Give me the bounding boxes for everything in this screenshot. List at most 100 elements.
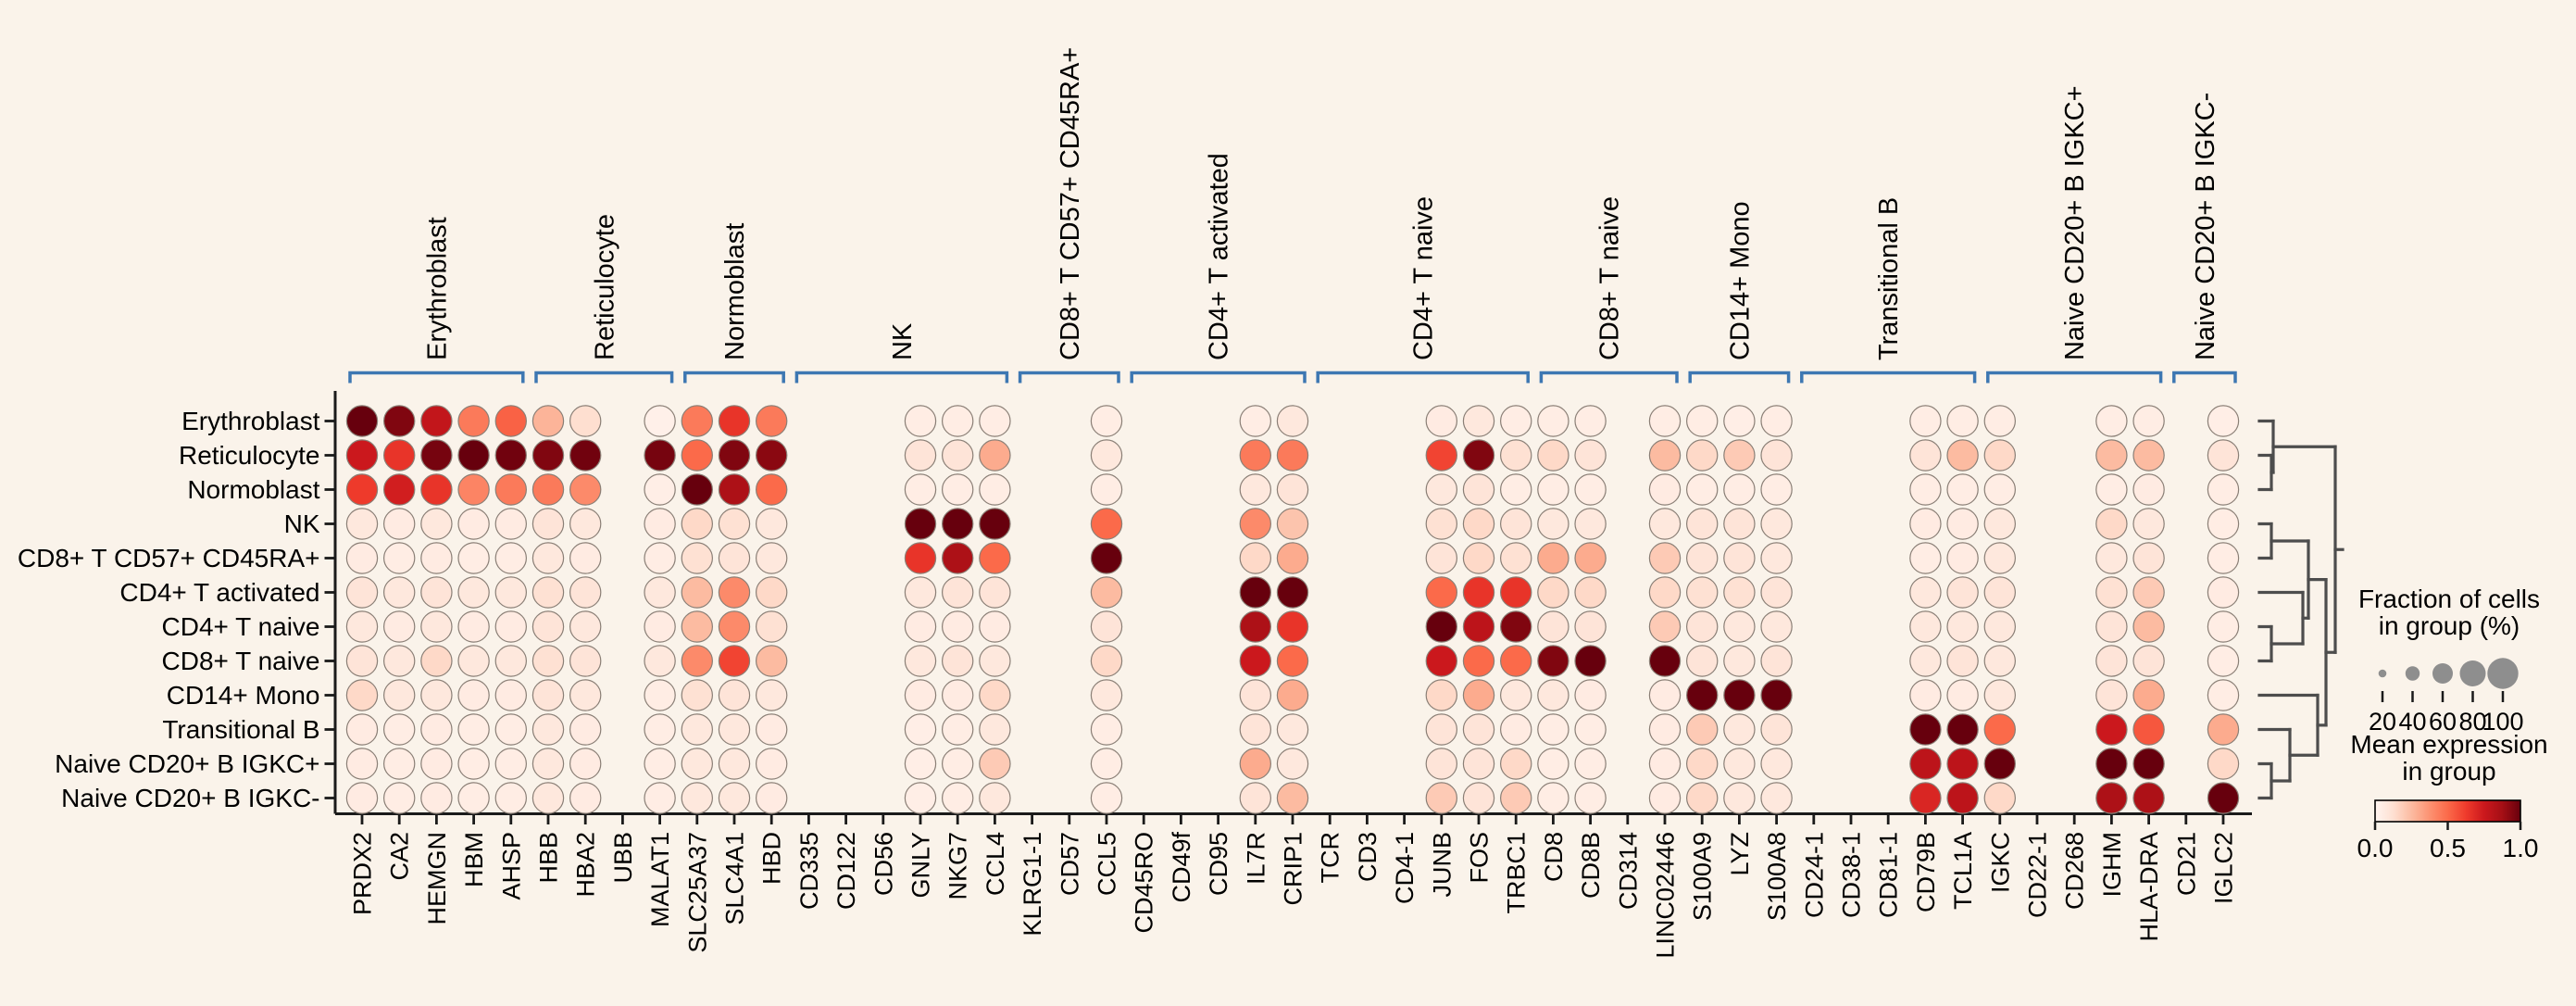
gene-label: NKG7 <box>944 832 972 900</box>
expression-dot <box>904 610 937 643</box>
expression-dot <box>1499 679 1532 711</box>
expression-dot <box>531 508 565 540</box>
expression-dot <box>1499 439 1532 472</box>
expression-dot <box>531 610 565 643</box>
size-legend-tick-label: 20 <box>2369 708 2396 736</box>
row-label: CD4+ T naive <box>162 612 320 641</box>
expression-dot <box>1090 748 1123 780</box>
expression-dot <box>718 713 751 746</box>
gene-label: CD268 <box>2061 832 2089 910</box>
expression-dot <box>1909 576 1942 609</box>
expression-dot <box>718 473 751 506</box>
expression-dot <box>1425 473 1458 506</box>
gene-label: CD56 <box>869 832 897 896</box>
expression-dot <box>1685 508 1719 540</box>
expression-dot <box>1425 542 1458 574</box>
row-label: Transitional B <box>162 715 319 744</box>
gene-label: TRBC1 <box>1503 832 1531 914</box>
expression-dot <box>1537 713 1569 746</box>
expression-dot <box>1723 473 1756 506</box>
group-label: CD8+ T CD57+ CD45RA+ <box>1056 47 1085 360</box>
expression-dot <box>2207 542 2240 574</box>
expression-dot <box>1983 748 2016 780</box>
expression-dot <box>1760 610 1793 643</box>
group-label: Erythroblast <box>422 217 452 360</box>
expression-dot <box>1574 473 1607 506</box>
expression-dot <box>979 542 1011 574</box>
expression-dot <box>383 610 416 643</box>
expression-dot <box>1909 748 1942 780</box>
expression-dot <box>1499 645 1532 677</box>
expression-dot <box>681 713 714 746</box>
expression-dot <box>1685 473 1719 506</box>
expression-dot <box>2132 645 2165 677</box>
expression-dot <box>644 405 676 437</box>
expression-dot <box>1462 576 1495 609</box>
expression-dot <box>1946 645 1979 677</box>
expression-dot <box>420 713 453 746</box>
expression-dot <box>1946 610 1979 643</box>
group-bracket <box>1688 371 1791 384</box>
expression-dot <box>2132 610 2165 643</box>
expression-dot <box>644 576 676 609</box>
expression-dot <box>494 782 528 814</box>
size-legend-dot <box>2459 660 2486 686</box>
size-legend-dot <box>2405 666 2420 681</box>
expression-dot <box>569 508 602 540</box>
gene-label: IGKC <box>1986 832 2014 893</box>
gene-label: CD49f <box>1168 832 1195 903</box>
expression-dot <box>1239 439 1272 472</box>
expression-dot <box>2132 473 2165 506</box>
gene-label: CD79B <box>1912 832 1940 912</box>
expression-dot <box>941 782 974 814</box>
expression-dot <box>457 405 490 437</box>
expression-dot <box>1537 542 1569 574</box>
expression-dot <box>644 679 676 711</box>
expression-dot <box>457 542 490 574</box>
row-label: Naive CD20+ B IGKC- <box>61 784 319 812</box>
expression-dot <box>494 542 528 574</box>
expression-dot <box>531 473 565 506</box>
expression-dot <box>1574 782 1607 814</box>
expression-dot <box>420 439 453 472</box>
expression-dot <box>979 679 1011 711</box>
gene-label: AHSP <box>497 832 525 900</box>
expression-dot <box>383 645 416 677</box>
gene-label: CA2 <box>386 832 414 881</box>
expression-dot <box>457 610 490 643</box>
expression-dot <box>1909 679 1942 711</box>
expression-dot <box>1574 508 1607 540</box>
expression-dot <box>904 713 937 746</box>
size-legend-tick-label: 100 <box>2482 708 2523 736</box>
expression-dot <box>1425 576 1458 609</box>
expression-dot <box>531 679 565 711</box>
expression-dot <box>1239 713 1272 746</box>
column-group-labels: Erythroblast Reticulocyte Normoblast NK CD8+… <box>422 47 2220 360</box>
expression-dot <box>756 610 788 643</box>
expression-dot <box>569 610 602 643</box>
expression-dot <box>644 610 676 643</box>
expression-dot <box>1946 679 1979 711</box>
expression-dot <box>2095 782 2128 814</box>
gene-label: CD335 <box>795 832 823 910</box>
expression-dot <box>1462 748 1495 780</box>
gene-label: CD95 <box>1205 832 1232 896</box>
expression-dot <box>904 508 937 540</box>
expression-dot <box>644 748 676 780</box>
expression-dot <box>383 782 416 814</box>
expression-dot <box>1648 645 1682 677</box>
expression-dot <box>1723 713 1756 746</box>
expression-dot <box>756 679 788 711</box>
group-bracket <box>1130 371 1307 384</box>
expression-dot <box>457 782 490 814</box>
expression-dot <box>1574 645 1607 677</box>
expression-dot <box>531 405 565 437</box>
group-label: CD4+ T naive <box>1409 196 1439 360</box>
expression-dot <box>345 782 379 814</box>
expression-dot <box>979 713 1011 746</box>
expression-dot <box>1499 542 1532 574</box>
expression-dot <box>681 576 714 609</box>
expression-dot <box>569 439 602 472</box>
expression-dot <box>1574 679 1607 711</box>
